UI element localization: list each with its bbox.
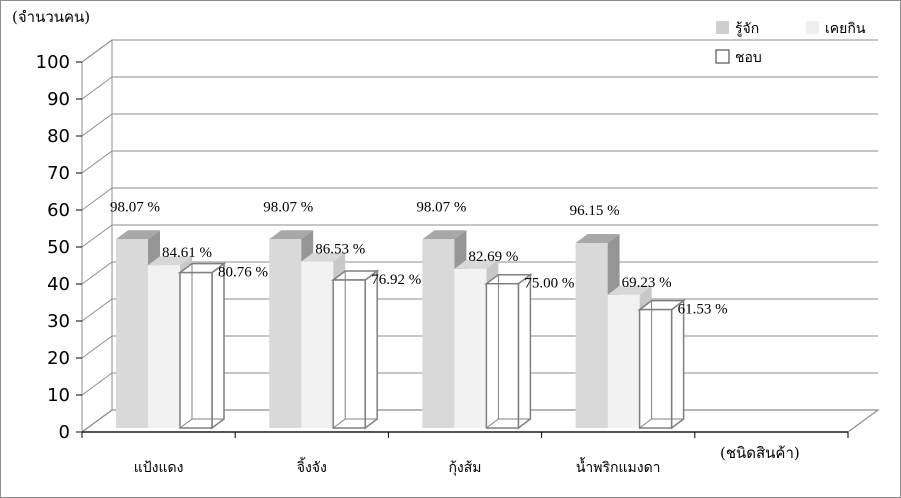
- x-axis-labels: แป้งแดง จิ้งจัง กุ้งส้ม น้ำพริกแมงดา: [134, 457, 661, 476]
- gridline-wall: [81, 76, 113, 100]
- y-tick-label: 20: [47, 348, 70, 369]
- bar: [637, 299, 686, 430]
- bar-top: [575, 234, 620, 243]
- y-tick-label: 90: [47, 89, 70, 110]
- legend-label-like: ชอบ: [735, 50, 762, 66]
- y-tick-label: 0: [59, 422, 70, 443]
- bar-side: [670, 299, 685, 430]
- bar-top: [454, 259, 499, 269]
- bar-top: [116, 230, 160, 240]
- bar-top: [148, 256, 192, 266]
- data-label: 86.53 %: [315, 242, 365, 258]
- y-tick-label: 10: [47, 385, 70, 406]
- data-label: 76.92 %: [371, 272, 421, 288]
- data-label: 98.07 %: [263, 199, 313, 215]
- data-label: 84.61 %: [162, 245, 212, 261]
- bar-front: [607, 294, 640, 428]
- bar-front: [179, 271, 213, 429]
- y-axis-title: (จำนวนคน): [12, 8, 90, 26]
- data-label: 80.76 %: [218, 265, 268, 281]
- bar-side: [211, 262, 225, 430]
- legend-swatch-eaten: [806, 21, 819, 34]
- bar-top: [607, 285, 652, 295]
- y-tick-label: 50: [47, 237, 70, 258]
- bars: [116, 230, 686, 430]
- gridline-wall: [81, 113, 113, 137]
- x-axis-title: (ชนิดสินค้า): [720, 444, 800, 462]
- data-label: 75.00 %: [524, 276, 574, 292]
- x-category-label: แป้งแดง: [134, 460, 184, 476]
- bar-front: [485, 282, 520, 429]
- y-tick-label: 100: [36, 52, 70, 73]
- gridline-wall: [81, 187, 113, 211]
- bar-top: [422, 230, 467, 240]
- bar-edge: [332, 418, 346, 429]
- data-label: 98.07 %: [110, 199, 160, 215]
- y-tick-label: 60: [47, 200, 70, 221]
- bar: [177, 262, 227, 430]
- data-label: 61.53 %: [678, 302, 728, 318]
- gridline-wall: [81, 39, 113, 63]
- y-tick-label: 40: [47, 274, 70, 295]
- bar: [330, 269, 380, 430]
- y-tick-label: 70: [47, 163, 70, 184]
- bar-edge: [179, 418, 193, 429]
- bar-front: [638, 308, 673, 429]
- bar-top: [301, 252, 346, 262]
- legend-swatch-like: [715, 49, 730, 64]
- legend-label-eaten: เคยกิน: [825, 21, 866, 37]
- bar-front: [301, 261, 334, 428]
- legend: รู้จัก เคยกิน ชอบ: [715, 21, 866, 66]
- bar-side: [364, 269, 378, 430]
- bar-edge: [639, 418, 652, 429]
- bar-front: [422, 239, 455, 428]
- bar-front: [454, 268, 487, 428]
- x-category-label: น้ำพริกแมงดา: [576, 457, 661, 476]
- gridline-wall: [81, 298, 113, 322]
- gridline-wall: [81, 261, 113, 285]
- bar-front: [148, 265, 180, 428]
- legend-swatch-known: [716, 21, 729, 34]
- bar-front: [116, 239, 148, 428]
- gridline-wall: [81, 224, 113, 248]
- gridline-wall: [81, 335, 113, 359]
- y-tick-label: 30: [47, 311, 70, 332]
- data-label: 98.07 %: [416, 199, 466, 215]
- x-category-label: กุ้งส้ม: [448, 460, 481, 476]
- data-label: 96.15 %: [570, 203, 620, 219]
- legend-label-known: รู้จัก: [735, 21, 759, 37]
- bar-front: [575, 243, 608, 428]
- bar-side: [517, 273, 532, 430]
- chart-floor: [80, 409, 880, 438]
- bar: [484, 273, 533, 430]
- gridline-wall: [81, 150, 113, 174]
- y-axis-ticks: 0 10 20 30 40 50 60 70 80 90 100: [36, 52, 82, 443]
- y-tick-label: 80: [47, 126, 70, 147]
- gridline-wall: [81, 372, 113, 396]
- bar-top: [269, 230, 314, 240]
- bar-front: [269, 239, 302, 428]
- x-category-label: จิ้งจัง: [297, 457, 327, 476]
- data-label: 69.23 %: [622, 275, 672, 291]
- data-label: 82.69 %: [468, 249, 518, 265]
- bar-front: [332, 279, 366, 429]
- bar-edge: [486, 418, 499, 429]
- data-labels: 98.07 % 84.61 % 80.76 % 98.07 % 86.53 % 76.92…: [110, 199, 728, 317]
